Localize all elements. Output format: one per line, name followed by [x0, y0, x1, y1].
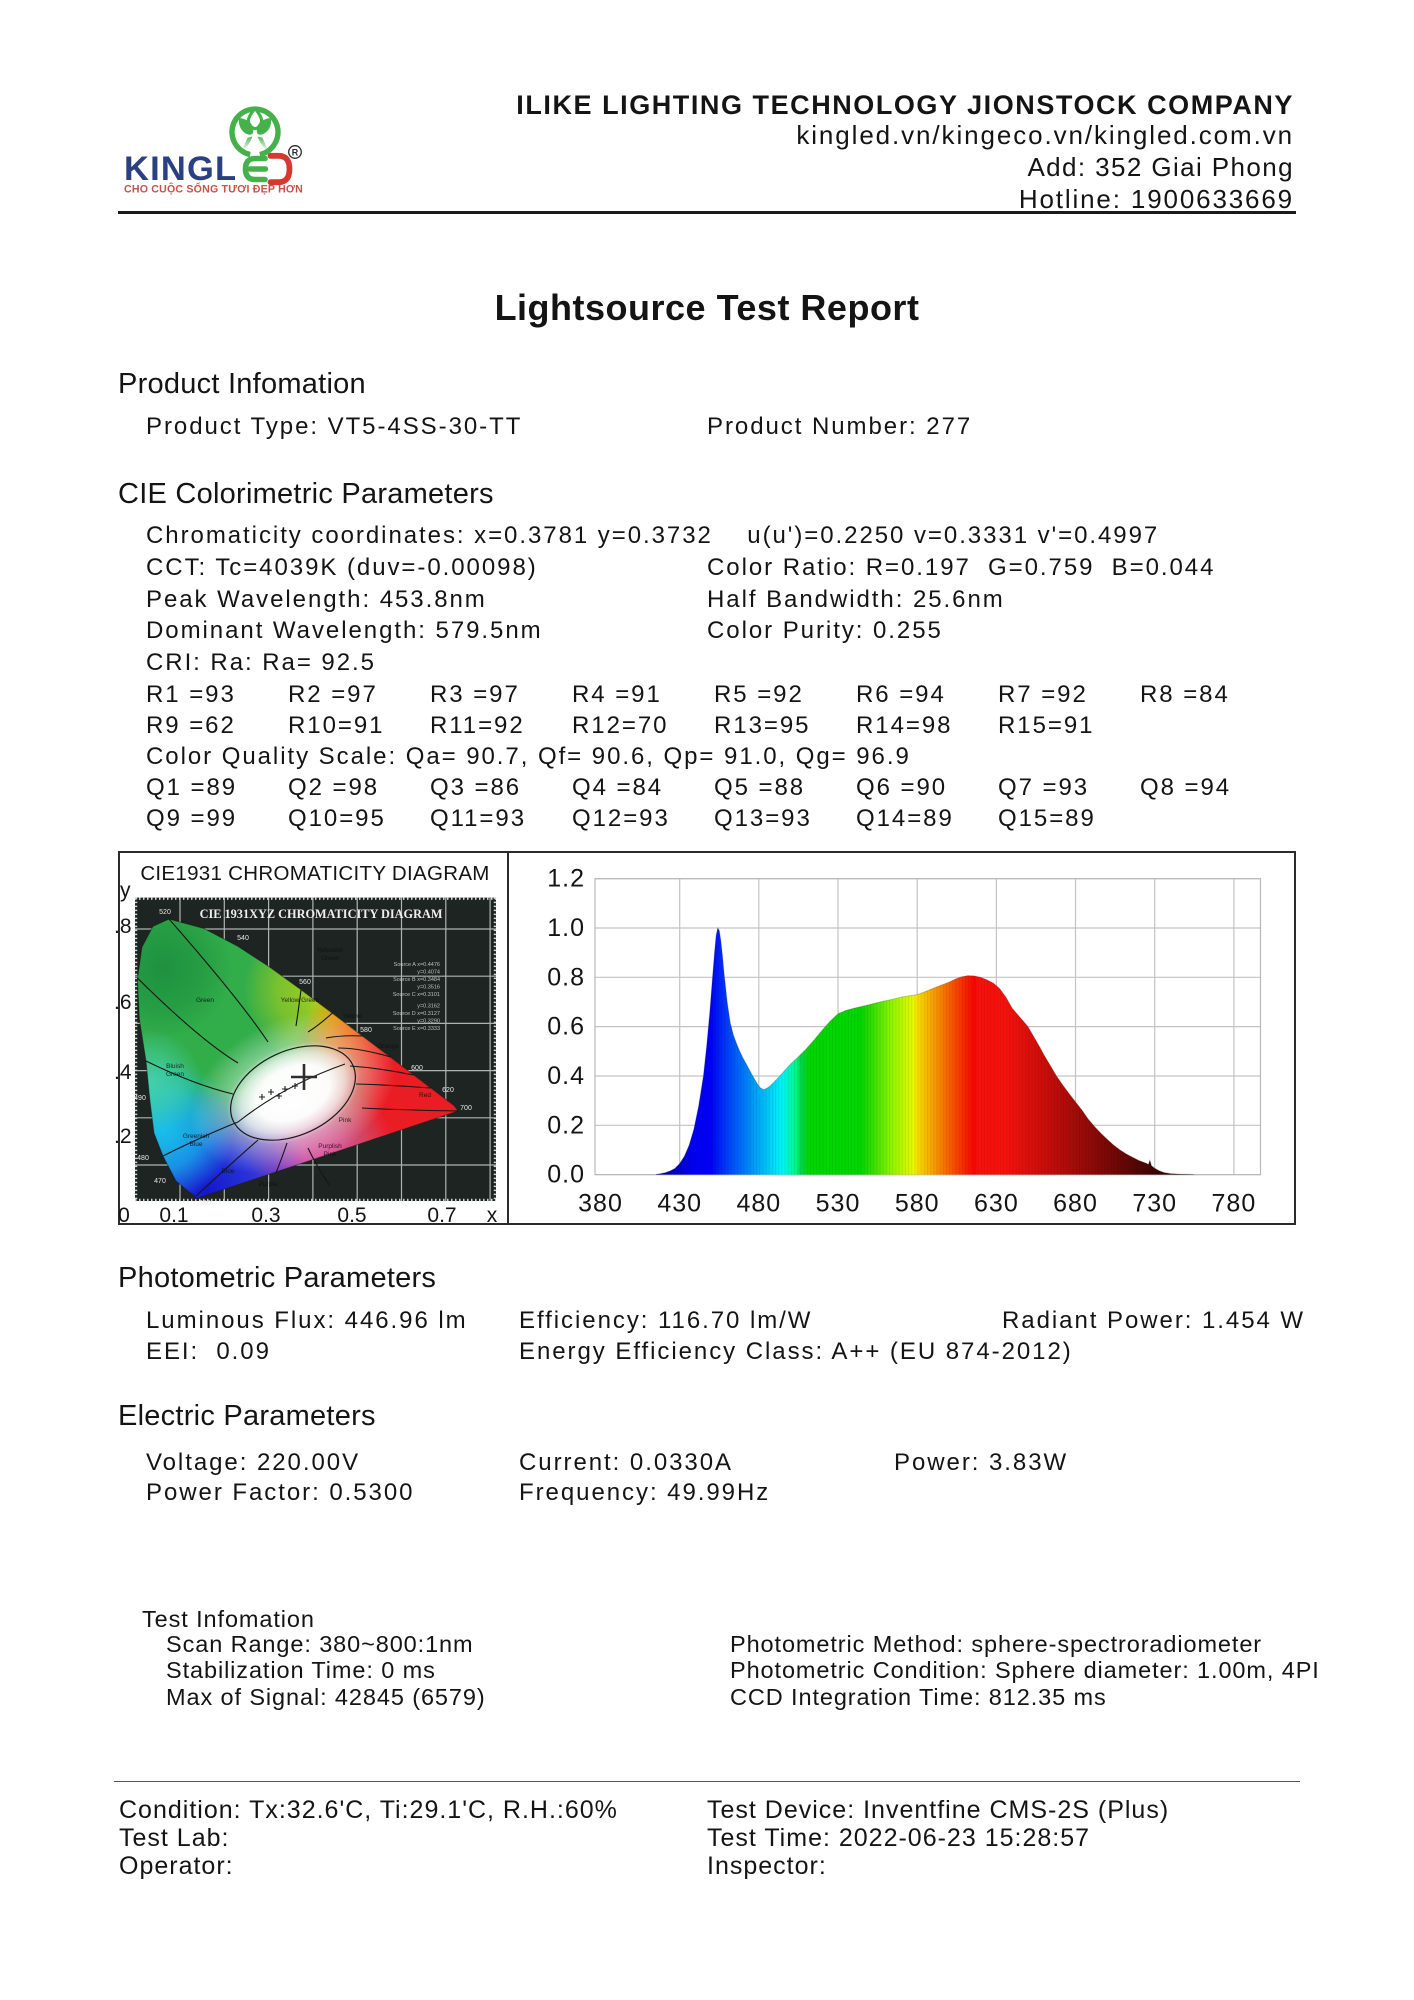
- svg-text:0.3: 0.3: [251, 1204, 280, 1227]
- svg-text:Red: Red: [419, 1092, 431, 1099]
- svg-text:0.4: 0.4: [547, 1062, 585, 1090]
- svg-text:x: x: [487, 1204, 498, 1227]
- svg-text:Blue: Blue: [189, 1141, 202, 1148]
- svg-text:730: 730: [1132, 1190, 1177, 1218]
- svg-text:.4: .4: [114, 1061, 132, 1084]
- svg-text:.2: .2: [114, 1125, 132, 1148]
- svg-text:Yellow: Yellow: [343, 1013, 362, 1020]
- svg-text:y: y: [120, 879, 131, 902]
- svg-text:0.8: 0.8: [547, 963, 585, 991]
- svg-text:Purplish: Purplish: [318, 1143, 342, 1150]
- svg-text:1.0: 1.0: [547, 914, 585, 942]
- svg-text:480: 480: [137, 1155, 149, 1162]
- svg-text:CIE 1931XYZ CHROMATICITY DIAGR: CIE 1931XYZ CHROMATICITY DIAGRAM: [200, 907, 443, 921]
- svg-text:KINGL: KINGL: [124, 150, 237, 188]
- svg-text:Green: Green: [321, 955, 339, 962]
- svg-text:Source B x=0.3484: Source B x=0.3484: [393, 977, 440, 983]
- svg-text:680: 680: [1053, 1190, 1098, 1218]
- svg-text:700: 700: [460, 1105, 472, 1112]
- svg-text:540: 540: [237, 935, 249, 942]
- svg-text:380: 380: [199, 1200, 211, 1207]
- svg-text:470: 470: [154, 1178, 166, 1185]
- svg-text:580: 580: [895, 1190, 940, 1218]
- svg-text:Orange: Orange: [377, 1043, 399, 1050]
- svg-text:Yellowish: Yellowish: [317, 947, 344, 954]
- svg-text:380: 380: [578, 1190, 623, 1218]
- svg-text:CHO CUỘC SỐNG TƯƠI ĐẸP HƠN: CHO CUỘC SỐNG TƯƠI ĐẸP HƠN: [124, 182, 303, 196]
- svg-text:0.1: 0.1: [159, 1204, 188, 1227]
- svg-text:580: 580: [360, 1027, 372, 1034]
- svg-text:Source C x=0.3101: Source C x=0.3101: [393, 992, 440, 998]
- svg-text:Greenish: Greenish: [183, 1133, 210, 1140]
- svg-text:Green: Green: [196, 997, 214, 1004]
- svg-text:1.2: 1.2: [547, 865, 585, 893]
- svg-text:Bluish: Bluish: [166, 1063, 184, 1070]
- svg-text:530: 530: [816, 1190, 861, 1218]
- svg-text:Pink: Pink: [339, 1117, 352, 1124]
- svg-text:630: 630: [974, 1190, 1019, 1218]
- svg-text:y=0.3516: y=0.3516: [417, 985, 440, 991]
- svg-text:Purple: Purple: [259, 1181, 278, 1188]
- svg-text:520: 520: [159, 909, 171, 916]
- svg-text:Yellow Green: Yellow Green: [281, 997, 320, 1004]
- svg-text:Source D x=0.3127: Source D x=0.3127: [393, 1011, 440, 1017]
- svg-text:620: 620: [442, 1087, 454, 1094]
- svg-text:Pink: Pink: [324, 1151, 337, 1158]
- svg-text:Green: Green: [166, 1071, 184, 1078]
- svg-text:490: 490: [134, 1095, 146, 1102]
- svg-text:0.5: 0.5: [337, 1204, 366, 1227]
- svg-text:0.0: 0.0: [547, 1161, 585, 1189]
- svg-text:0.6: 0.6: [547, 1013, 585, 1041]
- svg-text:480: 480: [736, 1190, 781, 1218]
- svg-text:560: 560: [299, 979, 311, 986]
- svg-text:Source E x=0.3333: Source E x=0.3333: [393, 1026, 440, 1032]
- svg-text:Source A x=0.4476: Source A x=0.4476: [394, 962, 440, 968]
- svg-text:.8: .8: [114, 915, 132, 938]
- svg-text:y=0.4074: y=0.4074: [417, 970, 440, 976]
- svg-text:600: 600: [411, 1065, 423, 1072]
- svg-text:0.7: 0.7: [427, 1204, 456, 1227]
- svg-text:0: 0: [118, 1204, 130, 1227]
- svg-text:430: 430: [657, 1190, 702, 1218]
- svg-text:y=0.3290: y=0.3290: [417, 1019, 440, 1025]
- svg-text:y=0.3162: y=0.3162: [417, 1004, 440, 1010]
- svg-text:780: 780: [1212, 1190, 1257, 1218]
- svg-text:CIE1931 CHROMATICITY DIAGRAM: CIE1931 CHROMATICITY DIAGRAM: [140, 862, 489, 885]
- svg-text:R: R: [292, 148, 299, 158]
- svg-text:0.2: 0.2: [547, 1111, 585, 1139]
- svg-text:Blue: Blue: [221, 1168, 234, 1175]
- svg-text:.6: .6: [114, 991, 132, 1014]
